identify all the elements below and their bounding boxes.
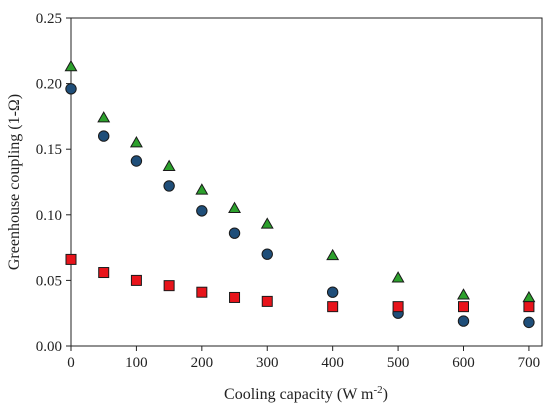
- data-point-square: [98, 267, 110, 279]
- data-point-circle: [326, 286, 339, 298]
- data-point-square: [130, 274, 142, 286]
- data-point-square: [65, 253, 77, 265]
- data-point-triangle: [195, 183, 209, 195]
- axes: [70, 17, 543, 347]
- data-point-square: [392, 301, 404, 313]
- x-tick-label: 200: [191, 355, 214, 371]
- plot-frame: [70, 17, 543, 347]
- data-point-circle: [130, 155, 143, 167]
- data-point-triangle: [162, 159, 176, 171]
- data-point-circle: [457, 315, 470, 327]
- series-triangle: [64, 59, 536, 303]
- data-point-triangle: [64, 59, 78, 72]
- y-tick-label: 0.25: [36, 11, 62, 27]
- x-tick-label: 300: [256, 355, 279, 371]
- data-point-circle: [196, 205, 208, 217]
- x-tick-label: 600: [452, 355, 475, 371]
- x-tick-label: 400: [321, 355, 344, 371]
- y-axis-title: Greenhouse coupling (1-Ω): [6, 94, 23, 270]
- data-point-square: [229, 291, 241, 303]
- data-point-circle: [98, 130, 110, 142]
- data-point-square: [163, 280, 175, 292]
- x-tick-label: 500: [387, 355, 410, 371]
- data-point-square: [261, 295, 273, 307]
- data-point-square: [458, 301, 469, 313]
- data-point-circle: [228, 227, 241, 239]
- y-tick-label: 0.00: [36, 339, 62, 355]
- data-point-triangle: [228, 201, 242, 213]
- y-tick-label: 0.15: [36, 142, 62, 158]
- y-axis-ticks: 0.00 0.05 0.10 0.15 0.20 0.25: [36, 11, 71, 355]
- data-point-circle: [261, 248, 273, 260]
- data-point-triangle: [457, 288, 470, 300]
- data-point-circle: [163, 180, 175, 192]
- x-tick-label: 700: [518, 355, 541, 371]
- y-tick-label: 0.10: [36, 208, 62, 224]
- data-points: [64, 59, 536, 329]
- data-point-triangle: [326, 248, 340, 261]
- data-point-triangle: [522, 290, 536, 303]
- data-point-square: [523, 301, 535, 313]
- data-point-triangle: [391, 271, 405, 283]
- data-point-circle: [523, 316, 535, 329]
- x-tick-label: 100: [125, 355, 148, 371]
- data-point-triangle: [97, 111, 111, 123]
- data-point-square: [327, 301, 339, 313]
- data-point-square: [196, 286, 208, 298]
- x-axis-title: Cooling capacity (W m-2): [224, 384, 388, 403]
- series-square: [65, 253, 535, 313]
- y-tick-label: 0.20: [36, 77, 62, 93]
- data-point-triangle: [260, 217, 274, 229]
- x-axis-ticks: 0 100 200 300 400 500 600 700: [67, 346, 540, 371]
- data-point-circle: [65, 83, 77, 95]
- y-tick-label: 0.05: [36, 273, 62, 289]
- data-point-triangle: [129, 136, 143, 148]
- x-tick-label: 0: [67, 355, 75, 371]
